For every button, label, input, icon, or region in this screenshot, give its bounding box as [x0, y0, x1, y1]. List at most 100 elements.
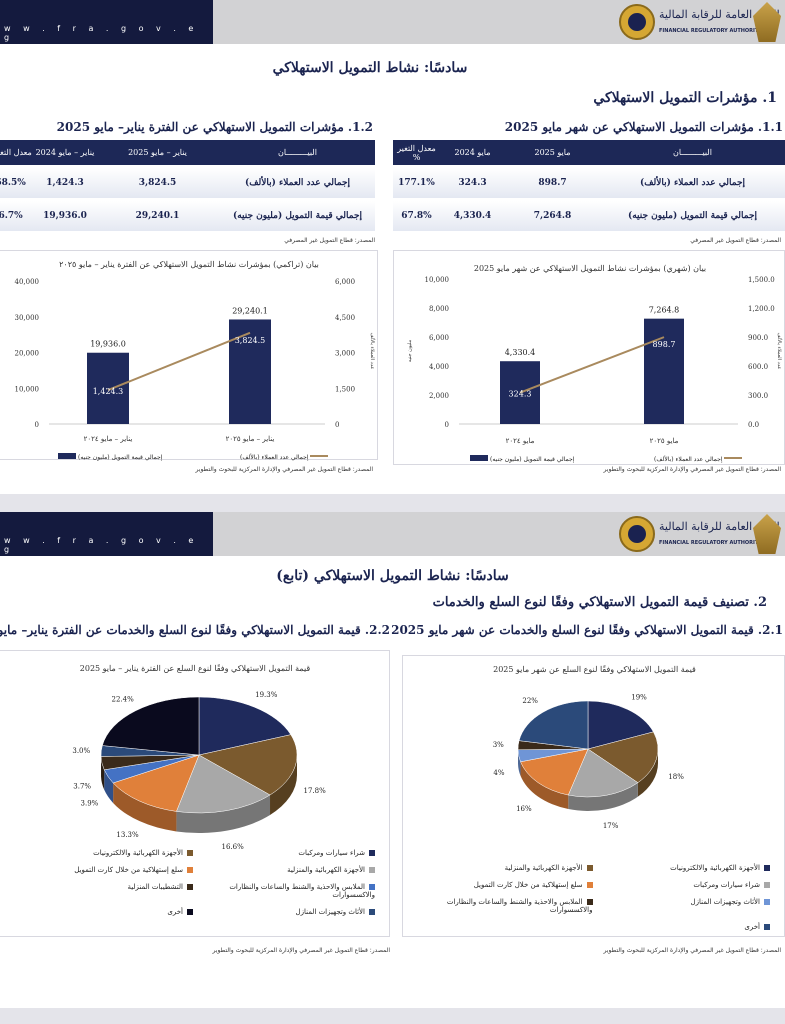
legend-swatch [764, 865, 770, 871]
col-header: يناير – مايو 2024 [35, 140, 95, 165]
pie-title: قيمة التمويل الاستهلاكي وفقًا لنوع السلع… [493, 665, 696, 674]
logo-english: FINANCIAL REGULATORY AUTHORITY [659, 540, 762, 546]
table-12: البيـــــــــان يناير – مايو 2025 يناير – … [0, 137, 375, 234]
pie-slice [176, 754, 271, 814]
legend-item: الأثاث وتجهيزات المنازل [593, 898, 770, 914]
pie-slice-side [113, 782, 177, 832]
x-category-label: يناير – مايو ٢٠٢٤ [84, 435, 133, 443]
y2-tick-label: 4,500 [335, 314, 355, 322]
pie-21-title: 2.1. قيمة التمويل الاستهلاكي وفقًا لنوع … [391, 623, 783, 637]
monthly-bar-chart: بيان (شهري) بمؤشرات نشاط التمويل الاستهل… [393, 250, 785, 465]
table-row: إجمالي عدد العملاء (بالألف) 898.7 324.3 177… [393, 168, 785, 198]
pie-slice [112, 754, 200, 812]
chart-source-right: المصدر: قطاع التمويل غير المصرفي والإدار… [603, 466, 781, 473]
pie-data-label: 22.4% [112, 696, 135, 704]
monthly-pie-svg: قيمة التمويل الاستهلاكي وفقًا لنوع السلع… [493, 665, 696, 830]
bar-value-label: 29,240.1 [232, 306, 268, 315]
y2-tick-label: 3,000 [335, 350, 355, 358]
legend-swatch [586, 882, 593, 888]
header-navy-block: w w . f r a . g o v . e g [0, 512, 213, 556]
pie-slice-side [176, 794, 271, 833]
seal-icon [619, 516, 655, 552]
y2-axis-label: عدد العملاء بالألف [776, 332, 784, 369]
legend-label-line: إجمالي عدد العملاء (بالألف) [240, 452, 309, 461]
line-value-label: 898.7 [653, 340, 676, 349]
website-url[interactable]: w w . f r a . g o v . e g [4, 24, 199, 42]
bar [229, 319, 271, 424]
col-header: البيـــــــــان [220, 140, 375, 165]
fra-logo: الهيئة العامة للرقابة المالية FINANCIAL … [619, 514, 781, 554]
pie-data-label: 19% [631, 693, 647, 701]
table-11-source: المصدر: قطاع التمويل غير المصرفي [690, 237, 781, 244]
col-header: البيـــــــــان [600, 140, 785, 165]
legend-swatch [187, 909, 193, 915]
table-11: البيـــــــــان مايو 2025 مايو 2024 معدل ال… [393, 137, 785, 234]
pie-slice-side [568, 782, 638, 811]
legend-item: الأثاث وتجهيزات المنازل [193, 908, 375, 916]
y-tick-label: 2,000 [429, 392, 449, 400]
pie-slice [587, 700, 654, 750]
y-tick-label: 4,000 [429, 363, 449, 371]
y-axis-label: مليون جنيه [407, 339, 413, 362]
y-tick-label: 6,000 [429, 334, 449, 342]
y-tick-label: 30,000 [15, 314, 40, 322]
legend-swatch [369, 867, 375, 873]
legend-item: التشطيبات المنزلية [11, 883, 193, 899]
pie-source-left: المصدر: قطاع التمويل غير المصرفي والإدار… [212, 947, 390, 954]
pie-slice-side [520, 761, 569, 810]
legend-item: سلع إستهلاكية من خلال كارت التمويل [11, 866, 193, 874]
pie-22-title: 2.2. قيمة التمويل الاستهلاكي وفقًا لنوع … [0, 623, 390, 637]
legend-item: الأجهزة الكهربائية والمنزلية [415, 864, 593, 872]
legend-item: أخرى [11, 908, 193, 916]
legend-swatch [187, 884, 193, 890]
pie-title: قيمة التمويل الاستهلاكي وفقًا لنوع السلع… [80, 664, 311, 673]
pie-data-label: 13.3% [116, 831, 139, 839]
legend-swatch [764, 899, 770, 905]
cell: 29,240.1 [95, 201, 220, 231]
legend-item: الملابس والاحذية والشنط والساعات والنظار… [446, 898, 593, 914]
cumulative-bar-chart: بيان (تراكمي) بمؤشرات نشاط التمويل الاست… [0, 250, 378, 461]
cell: 67.8% [393, 201, 440, 231]
legend-item: أخرى [593, 923, 770, 931]
col-header: معدل التغير % [0, 140, 35, 165]
section-title: 2. تصنيف قيمة التمويل الاستهلاكي وفقًا ل… [432, 595, 767, 610]
legend-swatch [369, 909, 375, 915]
y2-tick-label: 300.0 [748, 392, 768, 400]
legend-swatch [369, 884, 375, 890]
cell: إجمالي قيمة التمويل (مليون جنيه) [220, 201, 375, 231]
seal-icon [619, 4, 655, 40]
monthly-pie-legend: الأجهزة الكهربائية والالكترونيات الأجهزة … [415, 864, 770, 931]
pie-data-label: 3.9% [81, 799, 99, 807]
y2-tick-label: 0.0 [748, 421, 759, 429]
x-category-label: مايو ٢٠٢٥ [650, 437, 679, 445]
cell: 4,330.4 [440, 201, 505, 231]
bar-value-label: 19,936.0 [90, 340, 126, 349]
pie-data-label: 18% [668, 773, 684, 781]
y-tick-label: 10,000 [15, 385, 40, 393]
chart-source-left: المصدر: قطاع التمويل غير المصرفي والإدار… [195, 466, 373, 473]
pie-slice [567, 748, 639, 798]
line-value-label: 324.3 [509, 390, 532, 399]
legend-item: شراء سيارات ومركبات [193, 849, 375, 857]
legend-label-bar: إجمالي قيمة التمويل (مليون جنيه) [490, 456, 575, 463]
y-tick-label: 10,000 [425, 276, 450, 284]
pie-slice [587, 731, 659, 783]
pie-slice [520, 748, 589, 796]
legend-swatch-bar [58, 453, 76, 459]
legend-swatch [187, 867, 193, 873]
pie-slice [198, 734, 298, 796]
y2-tick-label: 1,500 [335, 385, 355, 393]
line-value-label: 3,824.5 [235, 336, 266, 345]
col-header: مايو 2025 [505, 140, 600, 165]
logo-english: FINANCIAL REGULATORY AUTHORITY [659, 28, 762, 34]
table-12-title: 1.2. مؤشرات التمويل الاستهلاكي عن الفترة… [56, 120, 373, 134]
line-series [107, 331, 251, 391]
y2-tick-label: 1,500.0 [748, 276, 775, 284]
pie-source-right: المصدر: قطاع التمويل غير المصرفي والإدار… [603, 947, 781, 954]
website-url[interactable]: w w . f r a . g o v . e g [4, 536, 199, 554]
pie-slice-side [270, 755, 297, 815]
legend-swatch-bar [470, 455, 488, 461]
cell: 3,824.5 [95, 168, 220, 198]
x-category-label: يناير – مايو ٢٠٢٥ [226, 435, 275, 443]
col-header: يناير – مايو 2025 [95, 140, 220, 165]
